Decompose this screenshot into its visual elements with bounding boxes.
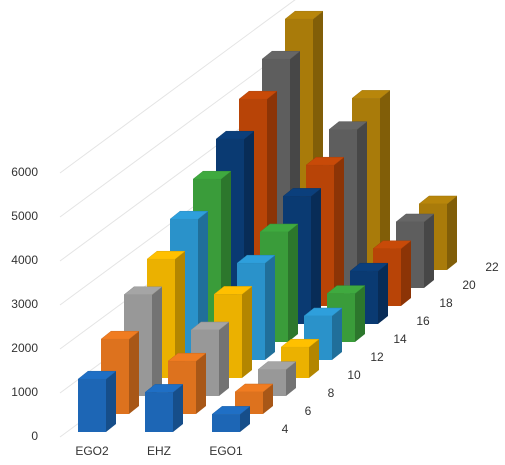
- bar-side: [196, 353, 206, 414]
- bar-side: [129, 331, 139, 414]
- bar: [257, 361, 297, 396]
- y-tick-label: 4000: [11, 253, 38, 267]
- x-tick-label: EGO2: [75, 444, 109, 458]
- bar-front: [78, 379, 106, 432]
- bar-front: [212, 414, 240, 432]
- bar-side: [263, 384, 273, 414]
- grid-line: [59, 0, 296, 174]
- series-label: 8: [328, 386, 335, 400]
- bar-side: [288, 224, 298, 342]
- bar-side: [355, 285, 365, 342]
- bar: [77, 370, 117, 432]
- y-tick-label: 0: [31, 429, 38, 443]
- series-label: 6: [305, 404, 312, 418]
- series-label: 18: [439, 296, 453, 310]
- bar-side: [286, 361, 296, 396]
- bar-side: [334, 157, 344, 306]
- series-label: 16: [416, 314, 430, 328]
- series-label: 10: [347, 368, 361, 382]
- y-tick-label: 2000: [11, 341, 38, 355]
- bar-side: [240, 406, 250, 432]
- bar-side: [311, 188, 321, 324]
- bar-side: [219, 322, 229, 396]
- y-tick-label: 6000: [11, 165, 38, 179]
- bar-side: [378, 263, 388, 324]
- bar-side: [106, 371, 116, 432]
- bar-side: [173, 384, 183, 432]
- bar-front: [145, 392, 173, 432]
- y-tick-label: 3000: [11, 297, 38, 311]
- y-tick-label: 1000: [11, 385, 38, 399]
- x-tick-label: EGO1: [209, 444, 243, 458]
- series-label: 20: [462, 278, 476, 292]
- series-label: 4: [282, 422, 289, 436]
- x-tick-label: EHZ: [147, 444, 171, 458]
- bar-side: [401, 240, 411, 306]
- bar-side: [309, 339, 319, 378]
- y-tick-label: 5000: [11, 209, 38, 223]
- bar-side: [152, 286, 162, 396]
- bar: [144, 384, 184, 432]
- series-label: 12: [370, 350, 384, 364]
- series-label: 14: [393, 332, 407, 346]
- bar-side: [357, 121, 367, 288]
- bar-side: [447, 196, 457, 270]
- bar-side: [242, 286, 252, 378]
- bar-side: [175, 251, 185, 378]
- bar-side: [265, 255, 275, 360]
- bar: [234, 383, 274, 414]
- bar-side: [424, 214, 434, 288]
- bar: [211, 406, 251, 432]
- bar-side: [332, 308, 342, 360]
- bar-side: [380, 90, 390, 271]
- series-label: 22: [485, 260, 499, 274]
